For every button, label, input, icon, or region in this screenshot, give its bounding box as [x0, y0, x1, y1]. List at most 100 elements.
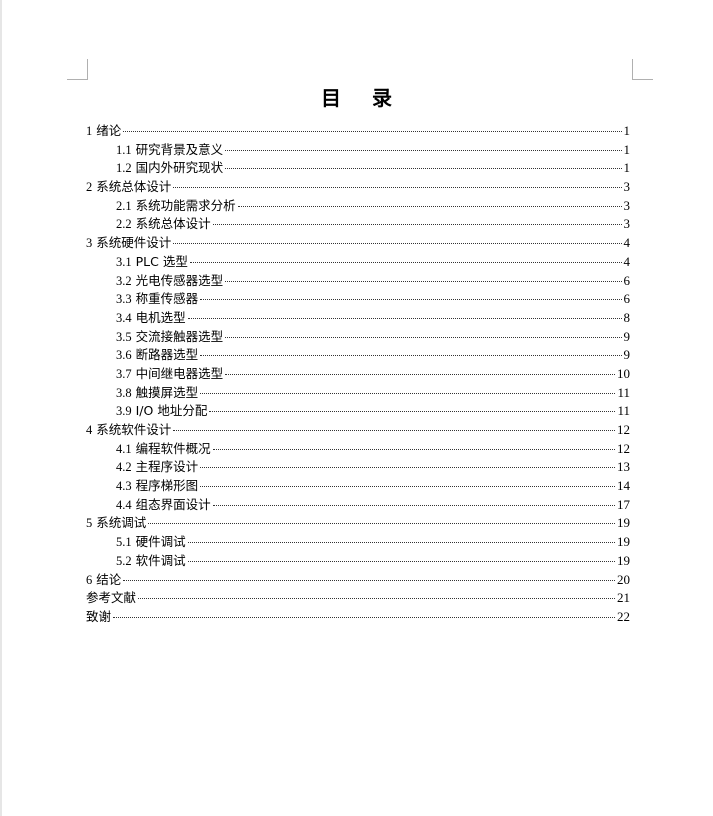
toc-entry-text: 组态界面设计 — [135, 496, 211, 512]
toc-entry[interactable]: 4.2 主程序设计 13 — [86, 458, 630, 477]
toc-entry[interactable]: 5.1 硬件调试 19 — [86, 533, 630, 552]
toc-entry-page: 4 — [623, 253, 631, 269]
toc-entry[interactable]: 4.3 程序梯形图 14 — [86, 477, 630, 496]
toc-entry-number: 3.1 — [116, 254, 132, 269]
toc-entry-number: 4.3 — [116, 479, 132, 494]
dot-leader — [225, 373, 615, 375]
toc-entry-number: 3.3 — [116, 292, 132, 307]
toc-entry-text: 硬件调试 — [135, 534, 186, 550]
toc-entry-page: 6 — [623, 291, 631, 307]
dot-leader — [225, 336, 622, 338]
toc-entry-text: 系统软件设计 — [96, 422, 172, 437]
toc-entry-number: 3.6 — [116, 348, 132, 363]
toc-entry-label: 2.2 系统总体设计 — [116, 215, 211, 234]
crop-mark-top-right — [632, 59, 653, 80]
toc-entry-page: 19 — [617, 552, 630, 568]
toc-entry[interactable]: 3.1 PLC 选型 4 — [86, 253, 630, 272]
toc-entry-number: 3.2 — [116, 273, 132, 288]
toc-entry-page: 12 — [617, 422, 630, 437]
toc-entry-page: 3 — [623, 179, 631, 195]
toc-entry-label: 1.1 研究背景及意义 — [116, 141, 223, 160]
toc-entry[interactable]: 2.2 系统总体设计 3 — [86, 215, 630, 234]
toc-entry-text: 主程序设计 — [135, 459, 199, 475]
toc-entry-number: 2 — [86, 180, 93, 195]
toc-entry[interactable]: 3.5 交流接触器选型 9 — [86, 328, 630, 347]
toc-entry-number: 1 — [86, 124, 93, 138]
toc-entry[interactable]: 3.9 I/O 地址分配 11 — [86, 402, 630, 421]
toc-entry-text: 中间继电器选型 — [135, 365, 224, 381]
dot-leader — [187, 560, 615, 562]
toc-entry[interactable]: 1.1 研究背景及意义 1 — [86, 141, 630, 160]
toc-entry-number: 4.4 — [116, 497, 132, 512]
toc-entry-label: 3.9 I/O 地址分配 — [116, 402, 207, 421]
toc-entry-number: 2.1 — [116, 198, 132, 213]
toc-entry-page: 21 — [617, 590, 630, 606]
toc-entry-number: 3 — [86, 236, 93, 251]
toc-entry-page: 20 — [617, 571, 630, 587]
toc-entry-text: 称重传感器 — [135, 291, 199, 307]
toc-entry[interactable]: 致谢 22 — [86, 608, 630, 627]
toc-entry-page: 1 — [623, 123, 631, 138]
toc-entry-text: I/O 地址分配 — [135, 403, 208, 419]
dot-leader — [113, 616, 615, 618]
toc-entry-label: 2 系统总体设计 — [86, 178, 171, 197]
toc-entry-page: 19 — [617, 534, 630, 550]
toc-entry-label: 5 系统调试 — [86, 514, 146, 533]
toc-entry[interactable]: 参考文献 21 — [86, 589, 630, 608]
toc-entry-page: 3 — [623, 197, 631, 213]
toc-entry-text: 国内外研究现状 — [135, 160, 224, 176]
toc-entry[interactable]: 2 系统总体设计 3 — [86, 178, 630, 197]
toc-entry-number: 3.8 — [116, 385, 132, 400]
dot-leader — [212, 224, 622, 226]
toc-entry[interactable]: 4.4 组态界面设计 17 — [86, 496, 630, 515]
toc-entry-number: 4.2 — [116, 460, 132, 475]
toc-entry[interactable]: 3.8 触摸屏选型 11 — [86, 384, 630, 403]
toc-entry[interactable]: 6 结论 20 — [86, 571, 630, 590]
toc-entry[interactable]: 3.3 称重传感器 6 — [86, 290, 630, 309]
toc-entry[interactable]: 1.2 国内外研究现状 1 — [86, 159, 630, 178]
toc-entry-text: 断路器选型 — [135, 347, 199, 363]
toc-entry[interactable]: 3.2 光电传感器选型 6 — [86, 272, 630, 291]
toc-entry-label: 4.2 主程序设计 — [116, 458, 198, 477]
toc-entry[interactable]: 3.4 电机选型 8 — [86, 309, 630, 328]
toc-entry-text: 绪论 — [96, 123, 122, 138]
toc-entry-label: 3.7 中间继电器选型 — [116, 365, 223, 384]
toc-entry-label: 4 系统软件设计 — [86, 421, 171, 440]
toc-entry-text: 电机选型 — [135, 309, 186, 325]
page-left-edge — [0, 0, 2, 816]
toc-entry-number: 3.9 — [116, 404, 132, 419]
toc-entry-text: 结论 — [96, 571, 122, 587]
dot-leader — [225, 149, 622, 151]
toc-entry[interactable]: 4 系统软件设计 12 — [86, 421, 630, 440]
toc-entry[interactable]: 3 系统硬件设计 4 — [86, 234, 630, 253]
dot-leader — [123, 579, 615, 581]
toc-entry-number: 1.1 — [116, 142, 132, 157]
toc-entry-number: 1.2 — [116, 161, 132, 176]
toc-entry-label: 3.8 触摸屏选型 — [116, 384, 198, 403]
toc-entry[interactable]: 1 绪论 1 — [86, 122, 630, 141]
toc-entry[interactable]: 5.2 软件调试 19 — [86, 552, 630, 571]
dot-leader — [212, 504, 615, 506]
toc-entry[interactable]: 3.6 断路器选型 9 — [86, 346, 630, 365]
table-of-contents: 1 绪论 1 1.1 研究背景及意义 1 1.2 国内外研究现状 1 2 系统总体设计 3 2.… — [86, 122, 630, 627]
toc-entry[interactable]: 4.1 编程软件概况 12 — [86, 440, 630, 459]
toc-entry[interactable]: 5 系统调试 19 — [86, 514, 630, 533]
dot-leader — [173, 243, 622, 245]
toc-entry[interactable]: 2.1 系统功能需求分析 3 — [86, 197, 630, 216]
dot-leader — [200, 467, 615, 469]
dot-leader — [237, 205, 622, 207]
toc-entry-label: 1.2 国内外研究现状 — [116, 159, 223, 178]
toc-entry-page: 22 — [617, 608, 630, 624]
dot-leader — [212, 448, 615, 450]
toc-entry-number: 3.7 — [116, 366, 132, 381]
toc-entry-page: 9 — [623, 328, 631, 344]
toc-entry-label: 3.1 PLC 选型 — [116, 253, 188, 272]
toc-entry-text: 编程软件概况 — [135, 440, 211, 456]
toc-entry-page: 1 — [623, 160, 631, 176]
toc-entry-page: 19 — [617, 515, 630, 531]
toc-entry-page: 13 — [617, 459, 630, 475]
toc-entry[interactable]: 3.7 中间继电器选型 10 — [86, 365, 630, 384]
toc-entry-text: 交流接触器选型 — [135, 328, 224, 344]
toc-entry-label: 1 绪论 — [86, 122, 121, 141]
toc-entry-page: 14 — [617, 478, 630, 494]
